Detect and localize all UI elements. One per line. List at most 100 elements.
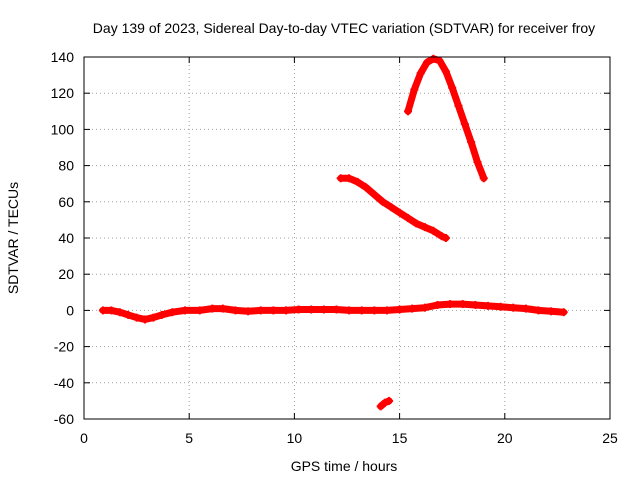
y-tick-label: -20 [54, 339, 74, 355]
data-point [345, 306, 354, 315]
data-point [458, 300, 467, 309]
data-point [395, 208, 404, 217]
data-point [404, 107, 413, 116]
data-point [195, 306, 204, 315]
data-point [115, 308, 124, 317]
data-point [353, 177, 362, 186]
y-tick-label: 20 [58, 266, 74, 282]
data-point [448, 83, 457, 92]
data-point [382, 306, 391, 315]
data-point [433, 300, 442, 309]
data-point [446, 300, 455, 309]
data-point [180, 306, 189, 315]
y-tick-label: 60 [58, 194, 74, 210]
data-point [336, 174, 345, 183]
data-point [534, 306, 543, 315]
data-point [408, 304, 417, 313]
y-tick-label: 120 [51, 85, 75, 101]
y-tick-label: -40 [54, 375, 74, 391]
data-point [422, 58, 431, 67]
x-tick-label: 20 [497, 430, 513, 446]
y-tick-label: 140 [51, 49, 75, 65]
data-point [149, 313, 158, 322]
data-point [471, 300, 480, 309]
data-point [376, 402, 385, 411]
data-point [256, 306, 265, 315]
data-point [281, 306, 290, 315]
x-tick-label: 15 [392, 430, 408, 446]
data-point [420, 223, 429, 232]
data-point [244, 307, 253, 316]
data-point [454, 101, 463, 110]
data-series [404, 54, 488, 183]
data-point [124, 310, 133, 319]
series-trace [99, 300, 568, 323]
data-series [336, 174, 450, 242]
data-point [269, 306, 278, 315]
data-point [361, 183, 370, 192]
x-tick-label: 5 [185, 430, 193, 446]
y-tick-label: 100 [51, 121, 75, 137]
data-point [547, 307, 556, 316]
data-point [435, 56, 444, 65]
grid-lines [84, 57, 610, 419]
y-axis-title: SDTVAR / TECUs [5, 182, 21, 294]
data-point [294, 305, 303, 314]
axis-ticks: 0 5 10 15 20 25 -60 -40 -20 0 20 40 60 80 100 120 140 [51, 49, 618, 446]
data-point [479, 174, 488, 183]
y-tick-label: 0 [66, 302, 74, 318]
data-point [98, 306, 107, 315]
data-point [218, 304, 227, 313]
data-point [378, 197, 387, 206]
data-point [441, 234, 450, 242]
data-series [98, 300, 568, 324]
x-tick-label: 0 [80, 430, 88, 446]
data-point [387, 203, 396, 212]
data-point [429, 54, 438, 63]
data-point [307, 305, 316, 314]
data-point [141, 315, 150, 324]
data-point [345, 174, 354, 183]
data-point [168, 308, 177, 317]
x-tick-label: 25 [602, 430, 618, 446]
data-point [412, 219, 421, 228]
x-tick-label: 10 [287, 430, 303, 446]
data-point [416, 69, 425, 78]
data-point [107, 306, 116, 315]
data-point [483, 301, 492, 310]
data-series [376, 396, 394, 411]
data-point [410, 85, 419, 94]
data-point [132, 313, 141, 322]
data-point [380, 398, 389, 407]
x-axis-title: GPS time / hours [291, 458, 398, 474]
data-point [208, 304, 217, 313]
data-points [98, 54, 568, 411]
data-point [441, 67, 450, 76]
data-point [385, 396, 394, 405]
data-point [559, 308, 568, 317]
data-point [357, 306, 366, 315]
data-point [429, 226, 438, 235]
y-tick-label: 80 [58, 158, 74, 174]
chart-title: Day 139 of 2023, Sidereal Day-to-day VTE… [93, 20, 595, 36]
data-point [332, 305, 341, 314]
data-point [467, 138, 476, 147]
data-point [370, 306, 379, 315]
y-tick-label: 40 [58, 230, 74, 246]
data-point [496, 302, 505, 311]
y-tick-label: -60 [54, 411, 74, 427]
data-point [473, 157, 482, 166]
data-point [460, 119, 469, 128]
data-point [420, 303, 429, 312]
data-point [509, 303, 518, 312]
data-point [157, 310, 166, 319]
data-point [370, 190, 379, 199]
data-point [437, 232, 446, 241]
data-point [231, 306, 240, 315]
data-point [395, 305, 404, 314]
data-point [319, 305, 328, 314]
data-point [404, 214, 413, 223]
data-point [521, 304, 530, 313]
